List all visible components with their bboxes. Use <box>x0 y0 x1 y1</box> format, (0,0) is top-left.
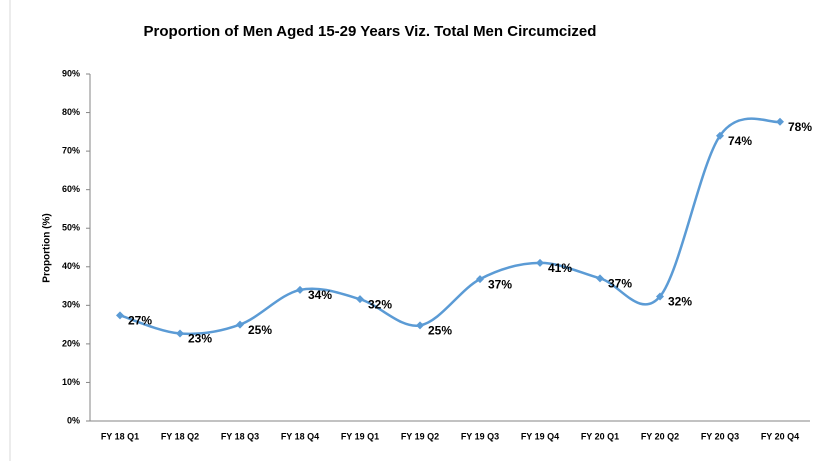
y-tick-label: 30% <box>62 300 80 310</box>
marker <box>776 117 784 126</box>
data-label: 37% <box>608 277 632 291</box>
marker <box>716 131 724 140</box>
data-label: 41% <box>548 261 572 275</box>
y-tick-label: 90% <box>62 68 80 78</box>
data-label: 78% <box>788 120 812 134</box>
x-tick-label: FY 20 Q3 <box>701 431 739 441</box>
x-tick-label: FY 20 Q4 <box>761 431 799 441</box>
y-tick-label: 10% <box>62 377 80 387</box>
data-label: 34% <box>308 288 332 302</box>
marker <box>596 274 604 283</box>
marker <box>296 285 304 294</box>
data-label: 23% <box>188 332 212 346</box>
x-tick-label: FY 19 Q4 <box>521 431 559 441</box>
data-label: 32% <box>668 295 692 309</box>
data-label: 27% <box>128 314 152 328</box>
marker <box>236 320 244 329</box>
x-tick-label: FY 20 Q1 <box>581 431 619 441</box>
y-tick-label: 50% <box>62 223 80 233</box>
x-tick-label: FY 19 Q1 <box>341 431 379 441</box>
data-label: 37% <box>488 277 512 291</box>
y-tick-label: 60% <box>62 184 80 194</box>
marker <box>536 258 544 267</box>
chart-title: Proportion of Men Aged 15-29 Years Viz. … <box>144 23 597 40</box>
x-tick-label: FY 19 Q3 <box>461 431 499 441</box>
y-tick-label: 80% <box>62 107 80 117</box>
data-label: 74% <box>728 134 752 148</box>
x-tick-label: FY 20 Q2 <box>641 431 679 441</box>
y-tick-label: 0% <box>67 415 80 425</box>
x-tick-label: FY 19 Q2 <box>401 431 439 441</box>
x-tick-label: FY 18 Q2 <box>161 431 199 441</box>
marker <box>656 292 664 301</box>
marker <box>116 311 124 320</box>
data-label: 32% <box>368 297 392 311</box>
marker <box>176 329 184 338</box>
x-tick-label: FY 18 Q3 <box>221 431 259 441</box>
y-axis-label: Proportion (%) <box>42 213 53 282</box>
data-label: 25% <box>248 323 272 337</box>
y-tick-label: 70% <box>62 145 80 155</box>
x-tick-label: FY 18 Q4 <box>281 431 319 441</box>
marker <box>416 321 424 330</box>
y-tick-label: 40% <box>62 261 80 271</box>
x-tick-label: FY 18 Q1 <box>101 431 139 441</box>
marker <box>476 275 484 284</box>
y-tick-label: 20% <box>62 338 80 348</box>
marker <box>356 295 364 304</box>
data-label: 25% <box>428 324 452 338</box>
